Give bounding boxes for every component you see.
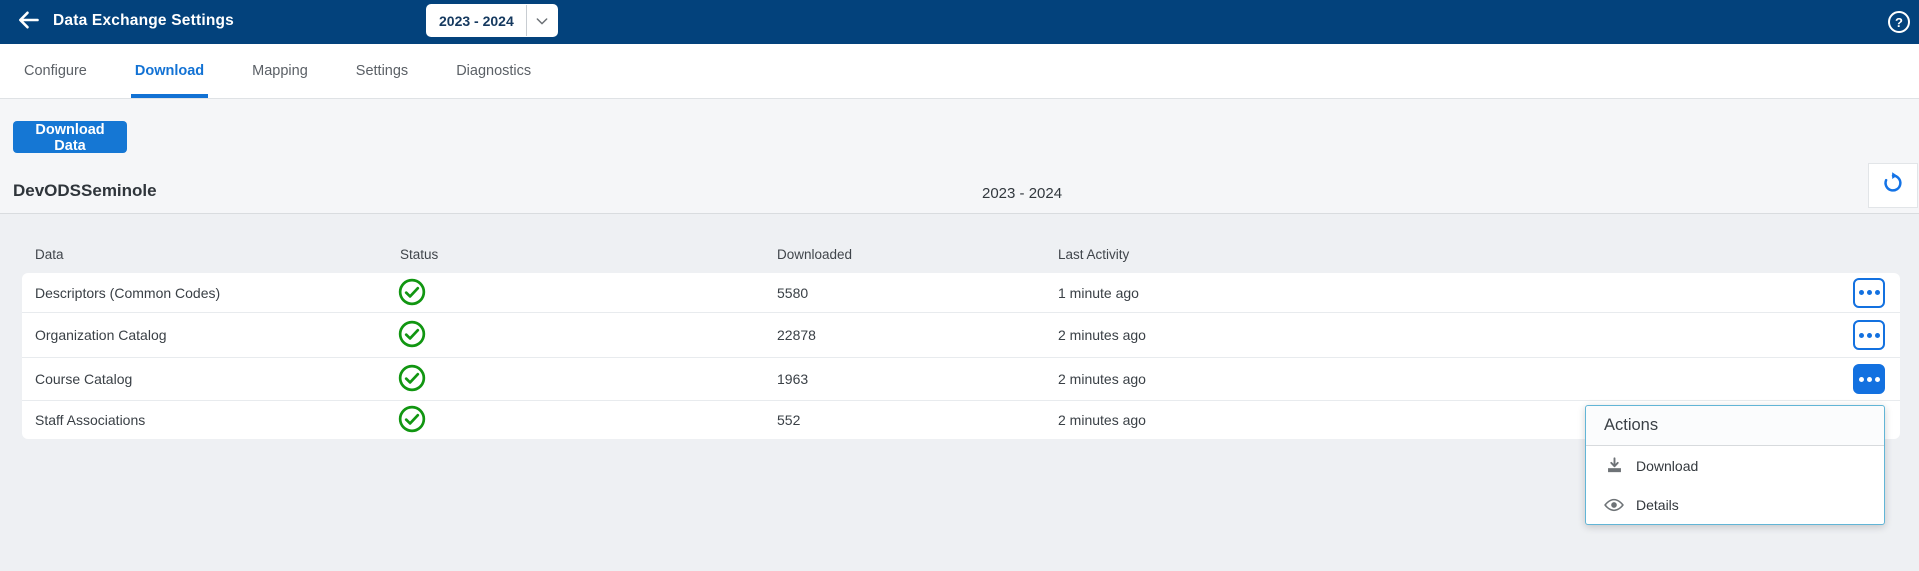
content-area-upper bbox=[0, 99, 1919, 213]
row-downloaded-count: 22878 bbox=[777, 327, 816, 343]
download-data-button[interactable]: Download Data bbox=[13, 121, 127, 154]
row-downloaded-count: 5580 bbox=[777, 284, 809, 301]
tab-configure[interactable]: Configure bbox=[24, 63, 87, 79]
download-icon bbox=[1604, 456, 1624, 475]
row-actions-button[interactable] bbox=[1853, 320, 1885, 350]
success-check-icon bbox=[398, 364, 428, 394]
row-data-label: Course Catalog bbox=[35, 371, 133, 387]
column-header-data: Data bbox=[35, 247, 64, 262]
row-downloaded-count: 552 bbox=[777, 412, 801, 428]
tab-download[interactable]: Download bbox=[130, 63, 209, 98]
row-last-activity: 1 minute ago bbox=[1058, 284, 1139, 301]
success-check-icon bbox=[398, 320, 428, 350]
question-mark-icon: ? bbox=[1895, 14, 1903, 30]
ods-instance-name: DevODSSeminole bbox=[13, 181, 157, 200]
menu-item-label: Details bbox=[1636, 496, 1679, 513]
menu-item-details[interactable]: Details bbox=[1586, 485, 1884, 524]
tab-settings[interactable]: Settings bbox=[355, 63, 409, 79]
row-actions-button-active[interactable] bbox=[1853, 364, 1885, 394]
tab-bar: Configure Download Mapping Settings Diag… bbox=[0, 44, 1919, 99]
row-last-activity: 2 minutes ago bbox=[1058, 327, 1146, 343]
refresh-icon bbox=[1881, 171, 1905, 200]
row-last-activity: 2 minutes ago bbox=[1058, 412, 1146, 428]
column-header-downloaded: Downloaded bbox=[777, 247, 853, 262]
row-last-activity: 2 minutes ago bbox=[1058, 371, 1146, 387]
menu-item-label: Download bbox=[1636, 457, 1699, 474]
table-row: Course Catalog 1963 2 minutes ago bbox=[22, 358, 1900, 401]
tab-diagnostics[interactable]: Diagnostics bbox=[456, 63, 532, 79]
actions-menu-title: Actions bbox=[1586, 406, 1884, 446]
row-data-label: Organization Catalog bbox=[35, 327, 167, 343]
row-data-label: Staff Associations bbox=[35, 412, 146, 428]
row-actions-button[interactable] bbox=[1853, 277, 1885, 308]
row-data-label: Descriptors (Common Codes) bbox=[35, 284, 221, 301]
refresh-button[interactable] bbox=[1868, 163, 1918, 208]
row-downloaded-count: 1963 bbox=[777, 371, 809, 387]
success-check-icon bbox=[398, 278, 428, 308]
top-bar: Data Exchange Settings 2023 - 2024 ? bbox=[0, 0, 1919, 44]
eye-icon bbox=[1604, 498, 1624, 512]
help-button[interactable]: ? bbox=[1888, 11, 1910, 33]
ellipsis-icon bbox=[1858, 332, 1864, 338]
page-title: Data Exchange Settings bbox=[53, 12, 234, 29]
actions-menu: Actions Download Details bbox=[1585, 405, 1885, 525]
school-year-value: 2023 - 2024 bbox=[439, 12, 514, 29]
success-check-icon bbox=[398, 405, 428, 435]
ellipsis-icon bbox=[1858, 376, 1864, 382]
column-header-last-activity: Last Activity bbox=[1058, 247, 1130, 262]
dropdown-divider bbox=[525, 5, 527, 36]
school-year-label: 2023 - 2024 bbox=[982, 185, 1063, 202]
table-row: Organization Catalog 22878 2 minutes ago bbox=[22, 313, 1900, 358]
arrow-left-icon bbox=[15, 8, 42, 37]
tab-mapping[interactable]: Mapping bbox=[252, 63, 308, 79]
table-row: Descriptors (Common Codes) 5580 1 minute… bbox=[22, 273, 1900, 313]
back-button[interactable] bbox=[14, 9, 42, 35]
chevron-down-icon bbox=[527, 5, 557, 36]
school-year-dropdown[interactable]: 2023 - 2024 bbox=[427, 5, 557, 36]
menu-item-download[interactable]: Download bbox=[1586, 446, 1884, 485]
column-header-status: Status bbox=[400, 247, 439, 262]
ellipsis-icon bbox=[1858, 290, 1864, 295]
